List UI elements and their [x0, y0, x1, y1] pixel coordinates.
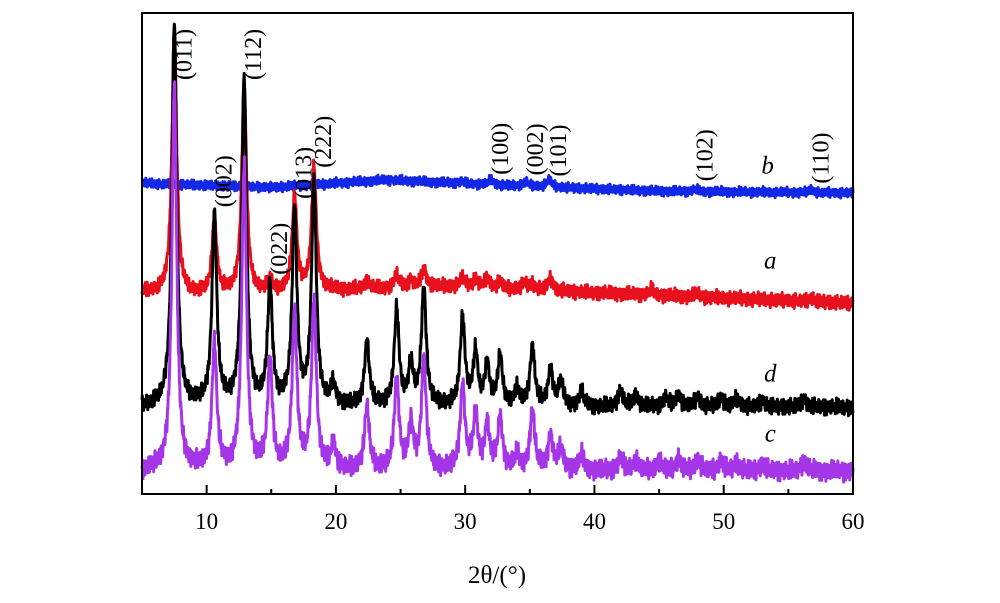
- x-tick-label: 60: [842, 509, 865, 534]
- peak-annotation: (013): [292, 147, 318, 199]
- x-tick-label: 30: [454, 509, 477, 534]
- x-tick-label: 40: [583, 509, 606, 534]
- peak-annotation: (022): [267, 223, 293, 275]
- peak-annotation: (102): [692, 129, 718, 181]
- peak-annotation: (110): [809, 133, 835, 184]
- series-label-d: d: [764, 360, 777, 387]
- series-labels: b a d c: [761, 152, 777, 447]
- peak-annotation: (100): [488, 123, 514, 175]
- x-tick-label: 50: [712, 509, 735, 534]
- peak-annotation: (002): [523, 123, 549, 175]
- series-label-b: b: [761, 152, 774, 179]
- x-tick-label: 10: [195, 509, 218, 534]
- x-tick-label: 20: [324, 509, 347, 534]
- plot-frame: [141, 12, 854, 495]
- series-line-c: [140, 80, 855, 484]
- peak-annotation: (002): [211, 155, 237, 207]
- peak-annotation: (101): [546, 125, 572, 177]
- series-label-c: c: [765, 420, 776, 447]
- peak-annotation: (011): [171, 29, 197, 80]
- series-line-b: [140, 173, 855, 200]
- x-axis-title: 2θ/(°): [468, 562, 526, 589]
- series-line-d: [140, 22, 855, 418]
- peak-annotation: (112): [241, 29, 267, 80]
- peak-annotations: (011) (002) (112) (022) (013)(222) (100) (002)…: [171, 29, 834, 275]
- series-label-a: a: [764, 248, 777, 275]
- x-axis-ticks: 10 20 30 40 50 60: [141, 485, 865, 534]
- peak-annotation: (222): [311, 116, 337, 168]
- plot-lines: [140, 22, 855, 484]
- series-line-a: [140, 26, 855, 312]
